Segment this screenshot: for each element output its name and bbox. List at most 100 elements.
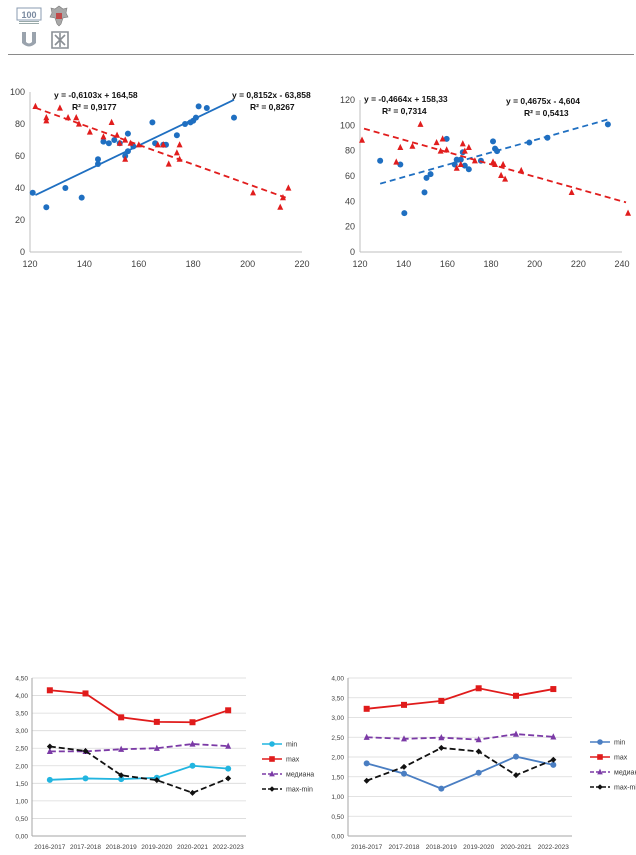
regression-annotation: R² = 0,5413: [524, 108, 569, 118]
y-tick-label: 4,00: [15, 693, 28, 700]
data-point-red: [568, 188, 575, 196]
regression-annotation: y = 0,8152x - 63,858: [232, 90, 311, 100]
data-point: [189, 789, 196, 796]
y-tick-label: 1,50: [331, 774, 344, 781]
data-point-blue: [490, 138, 497, 145]
data-point-blue: [604, 121, 611, 128]
series-line: [49, 764, 229, 781]
scatter-chart-right: 120 140 160 180 200 220 240 0 20 40 60 80 100 120 y = …: [340, 94, 632, 269]
y-tick-label: 2,50: [331, 735, 344, 742]
x-tick-label: 2019-2020: [463, 844, 494, 851]
data-point-blue: [78, 194, 85, 201]
x-tick-label: 140: [77, 259, 92, 269]
data-point: [513, 692, 519, 699]
y-tick-label: 80: [15, 119, 25, 129]
data-point: [550, 756, 557, 763]
y-tick-label: 1,00: [331, 794, 344, 801]
regression-annotation: R² = 0,7314: [382, 106, 427, 116]
data-point: [513, 753, 519, 760]
data-point-red: [154, 141, 161, 148]
header-divider: [8, 54, 634, 55]
data-point: [189, 719, 196, 726]
university-shield-logo: [22, 32, 36, 47]
y-tick-label: 60: [345, 171, 355, 181]
data-point-red: [461, 147, 468, 154]
legend: min max медиана max-min: [590, 739, 636, 792]
data-point-red: [453, 164, 460, 171]
data-point-blue: [494, 148, 501, 155]
data-point-red: [393, 158, 400, 165]
series-line: [49, 689, 229, 724]
line-chart-right: 0,00 0,50 1,00 1,50 2,00 2,50 3,00 3,50 4,00 2016…: [331, 676, 636, 852]
x-tick-label: 2016-2017: [34, 844, 65, 851]
data-point: [189, 740, 196, 747]
data-point-red: [165, 160, 172, 167]
x-tick-label: 220: [571, 259, 586, 269]
data-point-blue: [29, 189, 36, 196]
data-point-blue: [124, 130, 131, 137]
data-point: [475, 748, 482, 755]
x-tick-label: 2020-2021: [500, 844, 531, 851]
y-tick-label: 20: [345, 222, 355, 232]
y-tick-label: 0: [20, 247, 25, 257]
data-point-blue: [192, 114, 199, 121]
series-line: [366, 733, 554, 741]
data-point: [438, 744, 445, 751]
data-point: [46, 776, 53, 783]
data-point: [118, 714, 125, 721]
legend-swatch-marker: [269, 770, 275, 777]
legend-label: max-min: [286, 787, 313, 794]
data-point-red: [437, 147, 444, 154]
data-point-red: [457, 160, 464, 168]
legend-swatch-marker: [269, 786, 275, 792]
x-tick-label: 200: [527, 259, 542, 269]
x-tick-label: 160: [440, 259, 455, 269]
series-max: [46, 687, 232, 726]
y-tick-label: 40: [15, 183, 25, 193]
series-max-min: [46, 743, 232, 796]
data-point-blue: [95, 156, 101, 163]
series-line: [366, 687, 554, 710]
data-point-blue: [544, 134, 551, 141]
data-point-red: [43, 114, 50, 121]
x-tick-label: 240: [614, 259, 629, 269]
data-point-blue: [182, 121, 189, 127]
data-point-blue: [421, 189, 428, 196]
legend-label: max: [286, 757, 300, 764]
data-point-blue: [105, 140, 112, 147]
data-point-red: [114, 131, 121, 138]
data-point: [82, 690, 89, 697]
y-tick-label: 0,50: [15, 816, 28, 823]
data-point-red: [122, 155, 129, 162]
data-point-blue: [43, 204, 50, 211]
data-point-red: [433, 138, 440, 146]
legend-swatch-marker: [269, 756, 275, 762]
state-emblem: [49, 5, 69, 27]
data-point: [513, 730, 519, 737]
x-tick-label: 180: [186, 259, 201, 269]
data-point-blue: [149, 119, 156, 126]
data-point: [475, 736, 482, 743]
data-point: [550, 733, 557, 740]
data-point-blue: [231, 114, 237, 121]
x-tick-label: 160: [131, 259, 146, 269]
regression-annotation: R² = 0,9177: [72, 102, 117, 112]
y-tick-label: 3,50: [331, 695, 344, 702]
data-point-blue: [173, 132, 180, 139]
series-max: [363, 685, 557, 712]
data-point-red: [417, 120, 424, 127]
x-tick-label: 120: [352, 259, 367, 269]
data-point: [225, 775, 232, 782]
data-point-blue: [62, 185, 69, 191]
data-point: [153, 777, 160, 784]
legend-swatch-marker: [597, 784, 603, 790]
data-point-red: [127, 139, 134, 146]
data-point-blue: [203, 105, 210, 111]
data-point: [46, 743, 53, 750]
data-point: [401, 735, 407, 742]
series-line: [366, 755, 554, 790]
data-point: [225, 707, 232, 714]
data-point-blue: [526, 139, 533, 146]
data-point: [153, 718, 160, 725]
data-point-blue: [443, 135, 450, 142]
